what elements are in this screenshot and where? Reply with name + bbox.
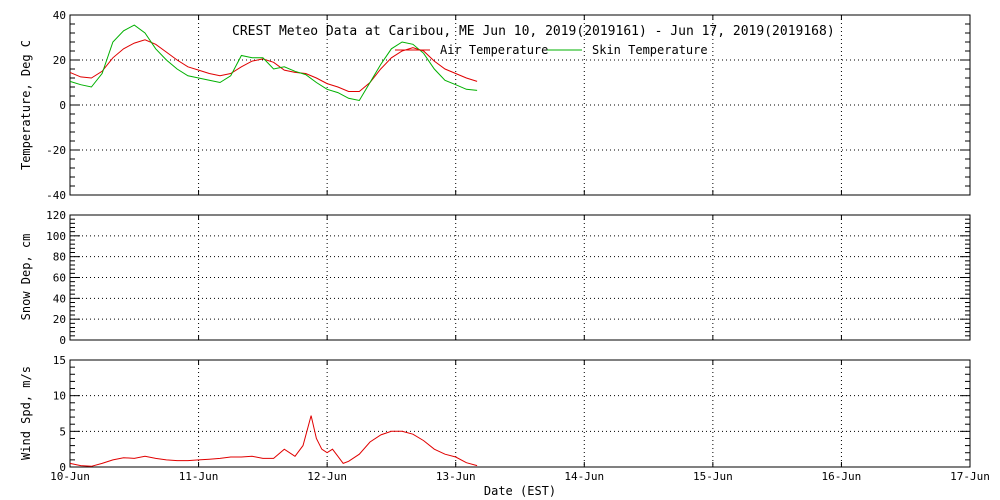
y-tick-label: 40 bbox=[53, 292, 66, 305]
y-tick-label: 40 bbox=[53, 9, 66, 22]
y-tick-label: 10 bbox=[53, 390, 66, 403]
x-tick-label: 15-Jun bbox=[693, 470, 733, 483]
series-line-panel2-0 bbox=[69, 415, 478, 467]
tick-labels: -40 -20 0 20 40 0 20 40 60 80 100 120 0 5 10 15 10-Jun 11… bbox=[46, 9, 990, 483]
y-axis-label-wind-speed: Wind Spd, m/s bbox=[19, 366, 33, 460]
x-tick-label: 17-Jun bbox=[950, 470, 990, 483]
y-tick-label: 5 bbox=[59, 425, 66, 438]
y-tick-label: 20 bbox=[53, 313, 66, 326]
x-tick-label: 13-Jun bbox=[436, 470, 476, 483]
grid-lines bbox=[70, 15, 970, 467]
chart-title: CREST Meteo Data at Caribou, ME Jun 10, … bbox=[232, 24, 835, 39]
axis-ticks bbox=[69, 14, 971, 468]
y-axis-label-snow-depth: Snow Dep, cm bbox=[19, 234, 33, 321]
y-tick-label: 120 bbox=[46, 209, 66, 222]
x-tick-label: 10-Jun bbox=[50, 470, 90, 483]
x-tick-label: 11-Jun bbox=[179, 470, 219, 483]
y-tick-label: 0 bbox=[59, 334, 66, 347]
x-tick-label: 12-Jun bbox=[307, 470, 347, 483]
legend: Air Temperature Skin Temperature bbox=[395, 43, 708, 57]
y-tick-label: 100 bbox=[46, 230, 66, 243]
y-axis-label-temperature: Temperature, Deg C bbox=[19, 40, 33, 170]
x-axis-label: Date (EST) bbox=[484, 484, 556, 498]
y-tick-label: 20 bbox=[53, 54, 66, 67]
series-line-panel0-1 bbox=[69, 24, 478, 102]
y-tick-label: -40 bbox=[46, 189, 66, 202]
y-tick-label: -20 bbox=[46, 144, 66, 157]
wind-speed-panel-frame bbox=[69, 359, 971, 468]
y-tick-label: 0 bbox=[59, 99, 66, 112]
x-tick-label: 14-Jun bbox=[564, 470, 604, 483]
series-line-panel0-0 bbox=[69, 39, 478, 92]
y-tick-label: 60 bbox=[53, 272, 66, 285]
series-lines bbox=[69, 24, 478, 467]
y-tick-label: 15 bbox=[53, 354, 66, 367]
legend-label-air-temperature: Air Temperature bbox=[440, 43, 548, 57]
x-tick-label: 16-Jun bbox=[822, 470, 862, 483]
y-tick-label: 0 bbox=[59, 461, 66, 474]
y-tick-label: 80 bbox=[53, 251, 66, 264]
legend-label-skin-temperature: Skin Temperature bbox=[592, 43, 708, 57]
